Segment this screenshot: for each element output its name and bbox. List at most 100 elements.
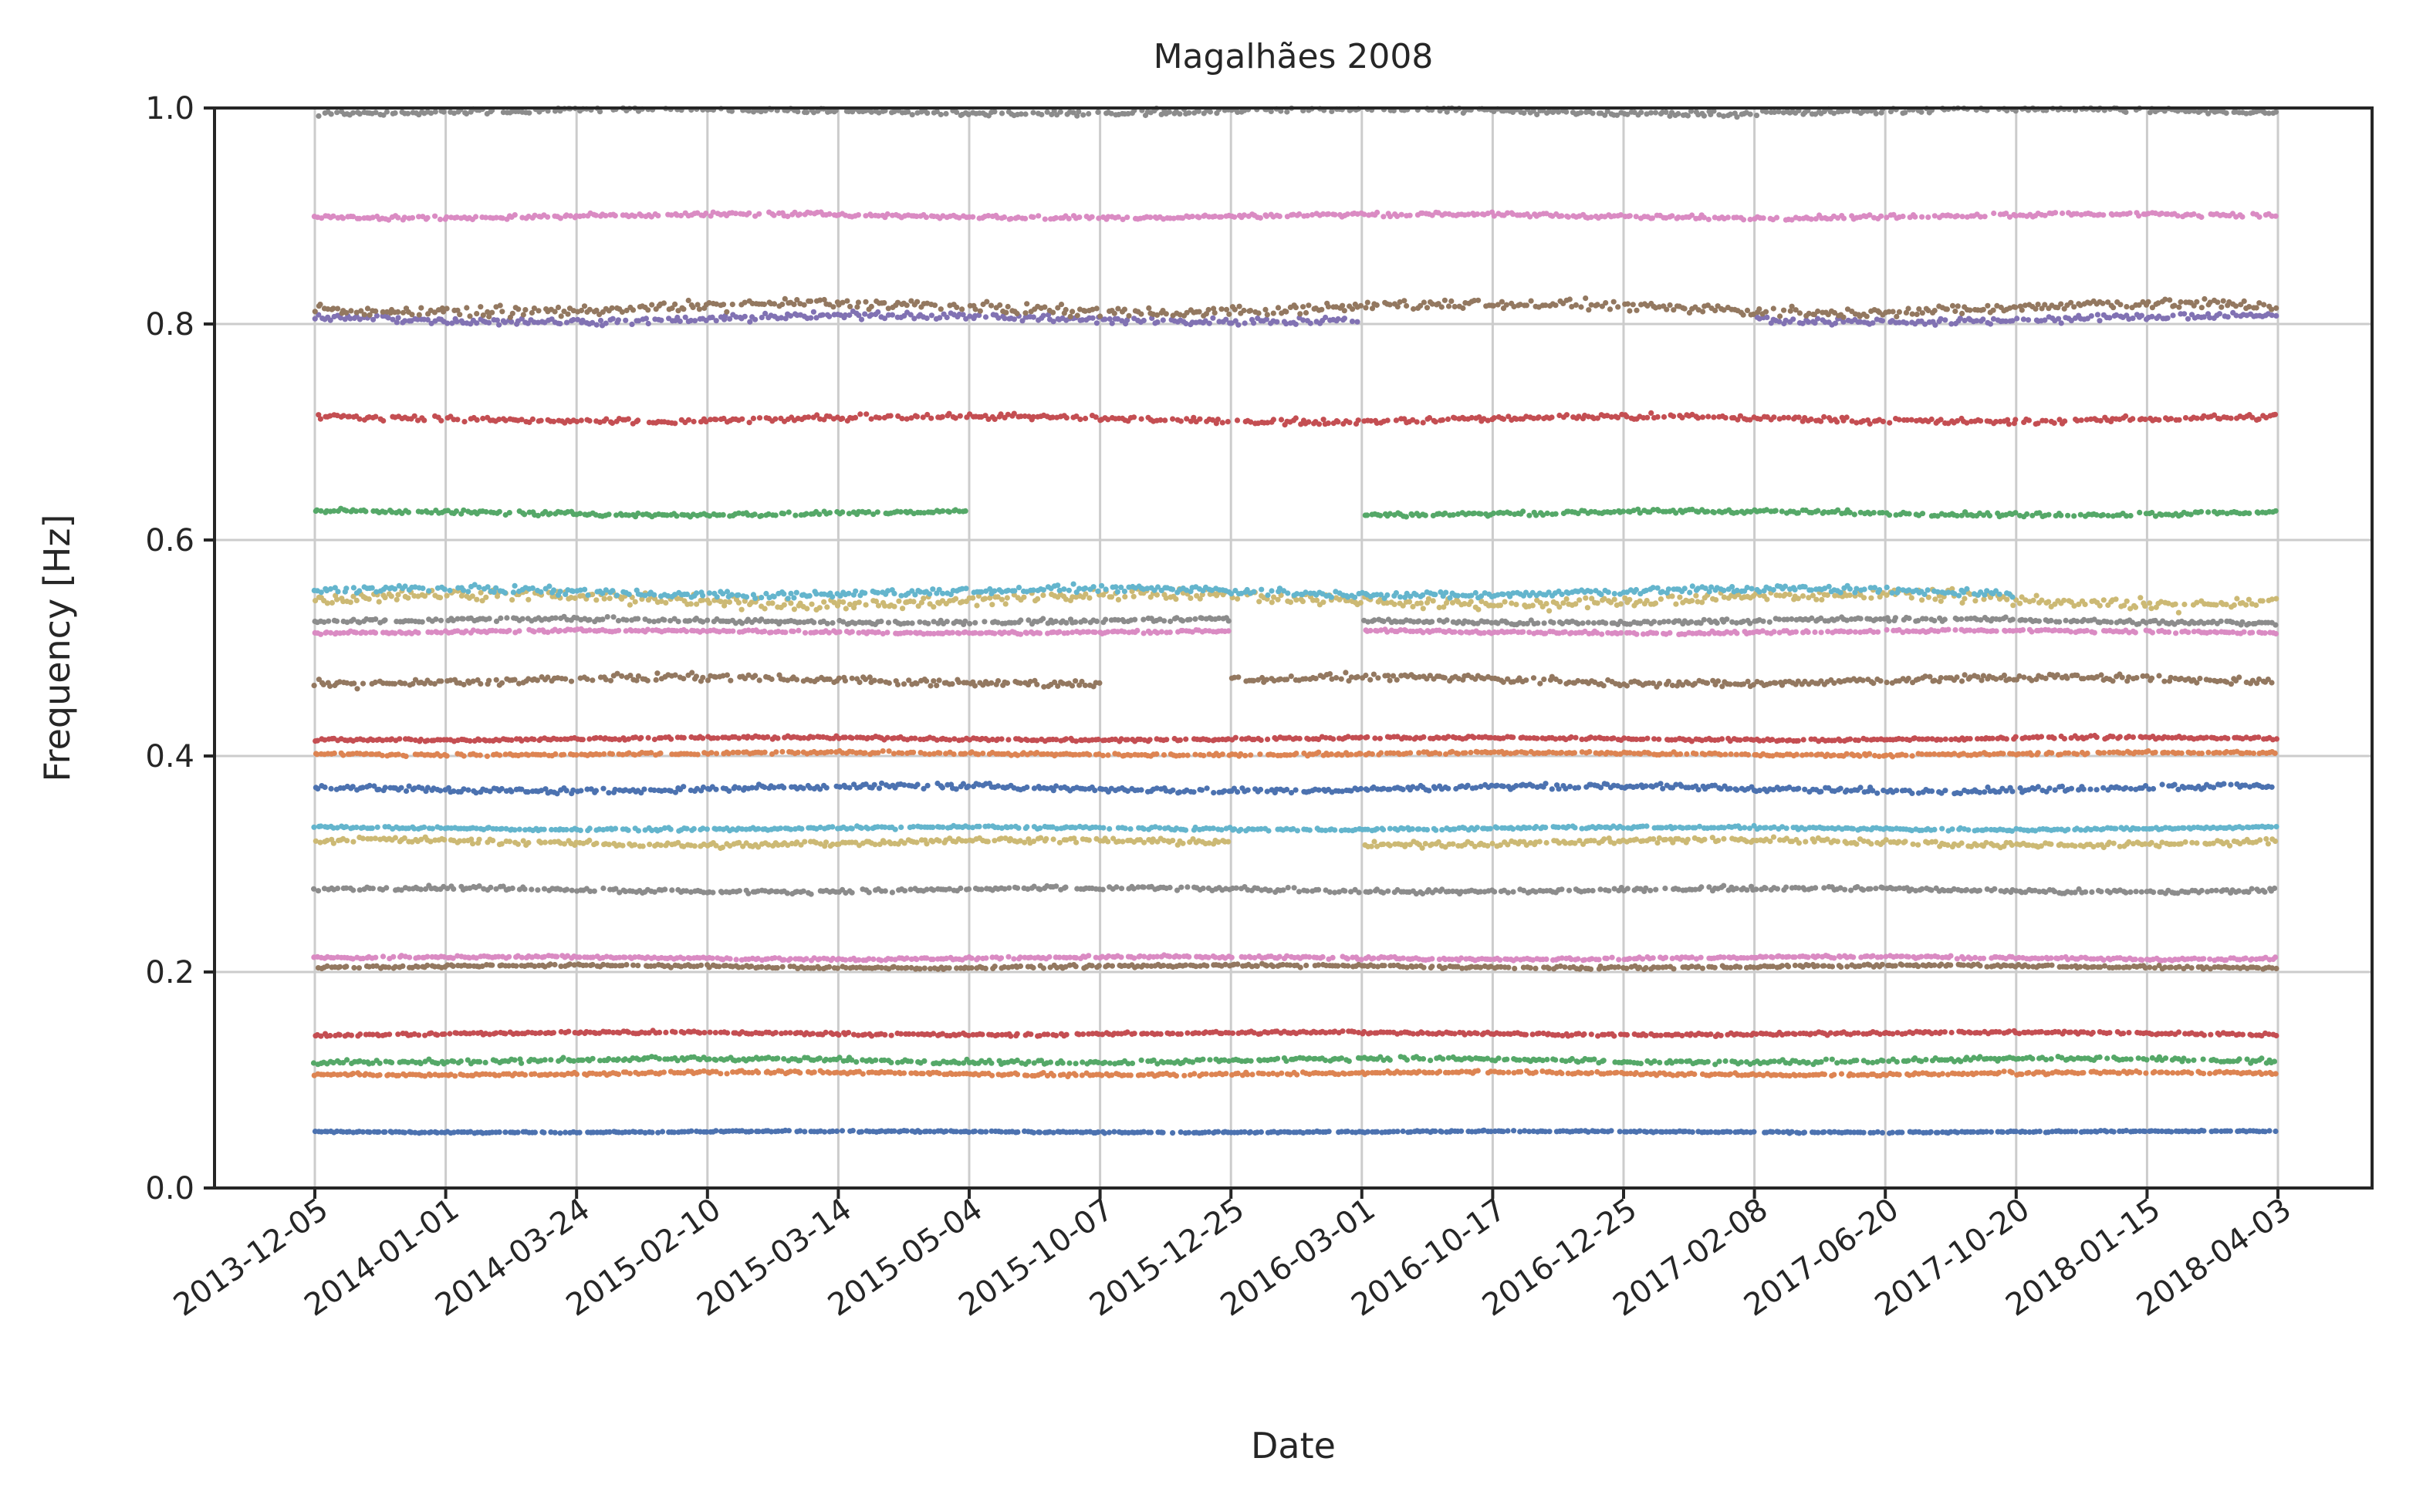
data-point [2191, 1057, 2197, 1063]
data-point [1965, 827, 1972, 833]
data-point [985, 839, 991, 845]
data-point [1961, 962, 1967, 968]
data-point [1678, 1058, 1685, 1065]
data-point [1100, 1031, 1106, 1038]
data-point [772, 1030, 779, 1036]
data-point [360, 835, 366, 842]
data-point [606, 1055, 612, 1062]
data-point [1539, 1058, 1546, 1064]
data-point [369, 825, 375, 832]
data-point [1712, 1061, 1718, 1068]
data-point [1762, 885, 1769, 892]
data-point [1735, 1072, 1741, 1078]
data-point [1915, 842, 1921, 848]
data-point [1624, 1129, 1630, 1135]
data-point [1516, 1057, 1522, 1063]
data-point [2022, 1129, 2028, 1135]
series-8 [311, 822, 2279, 834]
data-point [2049, 962, 2055, 968]
data-point [797, 1070, 803, 1076]
data-point [697, 1068, 703, 1075]
data-point [1127, 826, 1134, 832]
data-point [1223, 1071, 1229, 1077]
data-point [1371, 839, 1377, 845]
data-point [451, 1129, 457, 1136]
data-point [1015, 825, 1022, 831]
data-point [1533, 965, 1539, 971]
data-point [434, 1032, 441, 1038]
data-point [2188, 1070, 2195, 1076]
data-point [1546, 965, 1553, 971]
data-point [1323, 1057, 1329, 1064]
data-point [2239, 825, 2246, 831]
data-point [411, 1031, 417, 1037]
data-point [538, 1030, 544, 1036]
data-point [784, 890, 790, 896]
data-point [1124, 1029, 1130, 1035]
data-point [1651, 836, 1657, 842]
data-point [1101, 1130, 1108, 1136]
data-point [917, 966, 923, 972]
data-point [1485, 1055, 1491, 1061]
data-point [622, 1056, 628, 1062]
data-point [1086, 1031, 1092, 1037]
data-point [532, 1071, 538, 1077]
data-point [2244, 1056, 2250, 1062]
data-point [846, 1030, 852, 1036]
data-point [1497, 957, 1503, 963]
data-point [519, 1060, 525, 1066]
data-point [1767, 839, 1773, 845]
data-point [1958, 1058, 1964, 1065]
data-point [441, 837, 448, 843]
data-point [1834, 839, 1840, 845]
data-point [490, 838, 496, 844]
data-point [976, 823, 982, 829]
data-point [1945, 1072, 1951, 1078]
data-point [1727, 1129, 1733, 1135]
chart-title: Magalhães 2008 [1154, 37, 1434, 76]
data-point [853, 1059, 860, 1065]
data-point [1792, 962, 1798, 969]
data-point [998, 1129, 1005, 1135]
data-point [374, 824, 380, 830]
data-point [1559, 1070, 1565, 1077]
data-point [1364, 1070, 1371, 1076]
data-point [663, 1029, 669, 1035]
data-point [1971, 1055, 1977, 1061]
data-point [1218, 827, 1225, 833]
data-point [1654, 840, 1661, 846]
data-point [330, 840, 336, 846]
data-point [1536, 839, 1543, 845]
data-point [727, 956, 733, 962]
data-point [1326, 1129, 1332, 1135]
data-point [380, 953, 387, 960]
data-point [1120, 1072, 1127, 1078]
data-point [2012, 1129, 2019, 1135]
data-point [1157, 825, 1163, 831]
data-point [1105, 839, 1111, 845]
data-point [1902, 839, 1908, 845]
data-point [1147, 1129, 1154, 1136]
data-point [506, 953, 512, 960]
data-point [1715, 838, 1722, 844]
data-point [1722, 1058, 1729, 1065]
data-point [988, 1060, 995, 1066]
data-point [1874, 1129, 1881, 1135]
data-point [889, 889, 895, 896]
data-point [787, 956, 793, 962]
data-point [1543, 839, 1549, 846]
data-point [357, 1058, 363, 1064]
data-point [1637, 1128, 1643, 1134]
data-point [724, 1071, 730, 1077]
data-point [569, 887, 575, 893]
data-point [1014, 1031, 1020, 1037]
data-point [1604, 955, 1610, 962]
data-point [1671, 966, 1677, 972]
data-point [904, 1128, 910, 1134]
data-point [351, 964, 357, 971]
data-point [1762, 825, 1769, 831]
data-point [2200, 1056, 2206, 1062]
data-point [1387, 825, 1393, 832]
data-point [395, 1072, 402, 1078]
data-point [1200, 886, 1206, 892]
